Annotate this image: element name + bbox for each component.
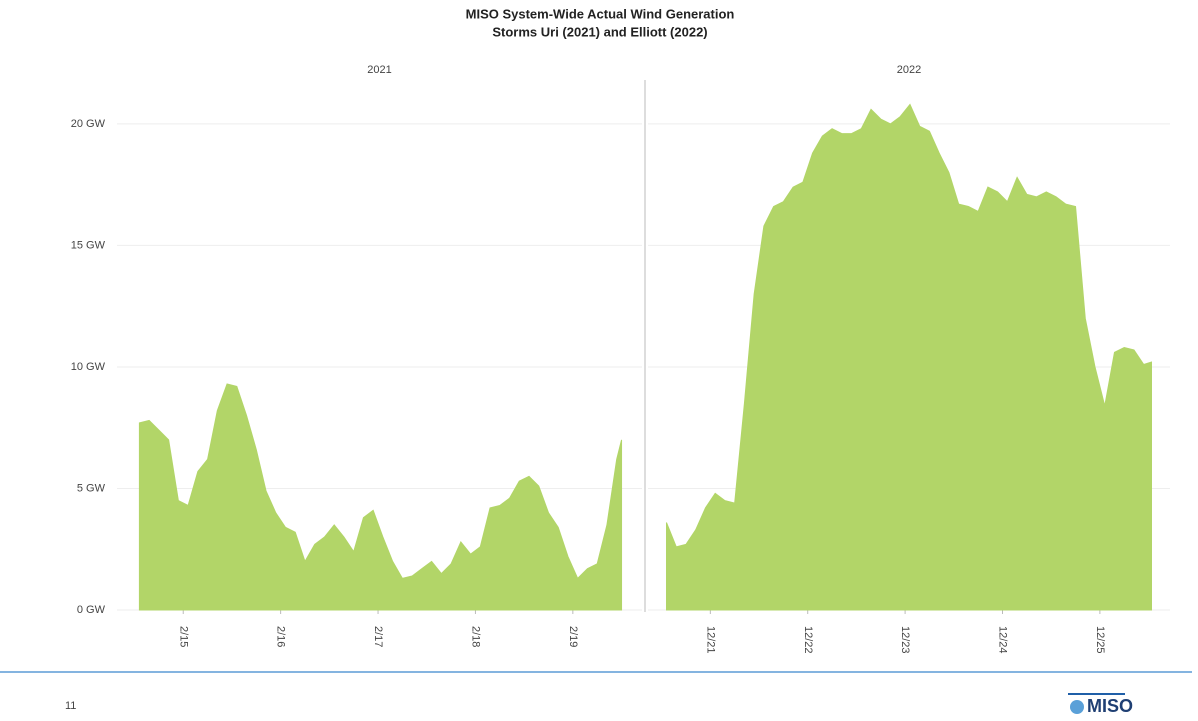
x-tick-label: 12/24 bbox=[997, 626, 1009, 654]
x-tick-label: 12/22 bbox=[802, 626, 814, 654]
x-tick-label: 2/15 bbox=[177, 626, 189, 647]
y-tick-label: 5 GW bbox=[77, 482, 106, 494]
x-tick-label: 12/25 bbox=[1094, 626, 1106, 654]
x-tick-label: 2/17 bbox=[372, 626, 384, 647]
chart-subtitle: Storms Uri (2021) and Elliott (2022) bbox=[492, 24, 707, 39]
x-tick-label: 12/23 bbox=[899, 626, 911, 654]
x-tick-label: 2/19 bbox=[567, 626, 579, 647]
x-tick-label: 12/21 bbox=[704, 626, 716, 654]
logo: MISO bbox=[1087, 696, 1133, 716]
x-tick-label: 2/18 bbox=[470, 626, 482, 647]
page-number: 11 bbox=[65, 700, 76, 712]
chart-title: MISO System-Wide Actual Wind Generation bbox=[466, 6, 735, 21]
y-tick-label: 15 GW bbox=[71, 239, 106, 251]
panel-title: 2021 bbox=[367, 64, 391, 76]
area bbox=[666, 103, 1152, 611]
y-tick-label: 0 GW bbox=[77, 604, 106, 616]
area bbox=[138, 383, 623, 611]
x-tick-label: 2/16 bbox=[275, 626, 287, 647]
y-tick-label: 10 GW bbox=[71, 361, 106, 373]
logo-icon bbox=[1070, 700, 1084, 714]
panel-title: 2022 bbox=[897, 64, 921, 76]
y-tick-label: 20 GW bbox=[71, 118, 106, 130]
